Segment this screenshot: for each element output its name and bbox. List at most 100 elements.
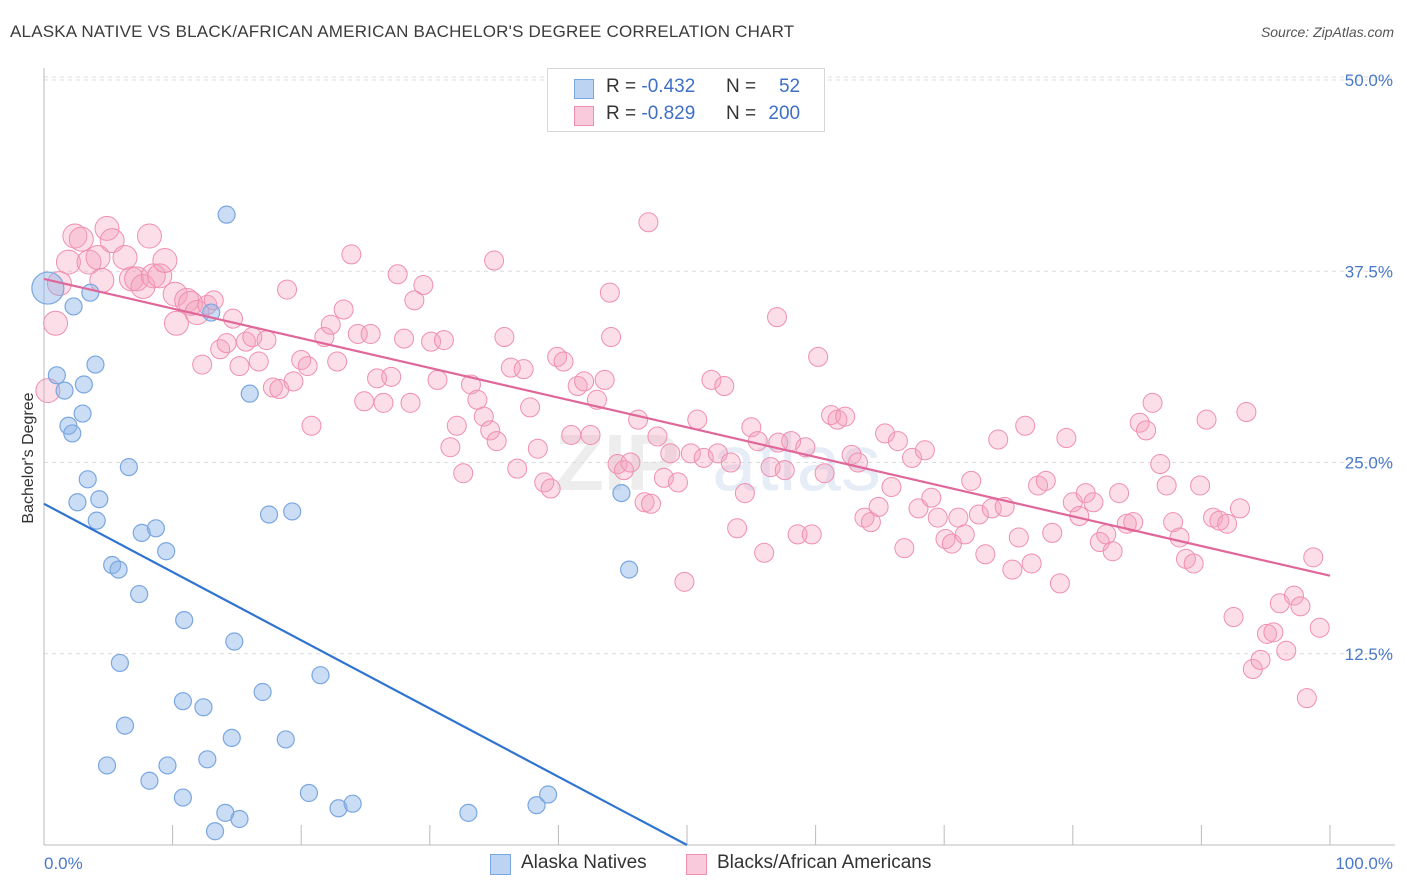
black-point	[634, 492, 655, 513]
black-point	[147, 263, 173, 289]
alaska-point	[194, 698, 213, 717]
black-point	[256, 330, 277, 351]
alaska-point	[109, 560, 128, 579]
black-point	[601, 327, 622, 348]
alaska-point	[222, 728, 241, 748]
black-point	[1309, 617, 1330, 638]
black-point	[628, 409, 649, 430]
black-trend-line	[43, 277, 1331, 577]
x-tick-label-max: 100.0%	[1335, 854, 1393, 873]
y-tick-label: 50.0%	[1345, 71, 1393, 90]
source-label: Source: ZipAtlas.com	[1260, 24, 1394, 40]
black-point	[1163, 512, 1184, 533]
legend-n-black: N = 200	[726, 103, 801, 124]
black-point	[927, 507, 948, 528]
black-point	[1136, 420, 1157, 441]
alaska-trend-line	[43, 502, 688, 846]
black-point	[136, 223, 162, 249]
black-point	[1283, 585, 1304, 606]
black-point	[1042, 522, 1063, 543]
black-point	[520, 397, 541, 418]
black-point	[574, 371, 595, 392]
black-point	[921, 487, 942, 508]
black-point	[808, 346, 829, 367]
black-point	[360, 323, 381, 344]
black-point	[902, 447, 923, 468]
black-point	[1250, 649, 1271, 670]
black-point	[394, 328, 415, 349]
alaska-point	[459, 803, 478, 822]
black-point	[1035, 470, 1056, 491]
axes	[43, 68, 1395, 846]
legend-black-label: Blacks/African Americans	[717, 852, 932, 873]
alaska-point	[74, 375, 93, 394]
alaska-point	[205, 822, 225, 841]
black-point	[427, 369, 448, 390]
black-point	[1256, 623, 1277, 644]
black-point	[55, 249, 81, 275]
black-point	[354, 391, 375, 412]
black-point	[99, 228, 125, 254]
black-point	[500, 357, 521, 378]
black-point	[1183, 553, 1204, 574]
legend-alaska-swatch	[490, 854, 511, 875]
black-point	[954, 524, 975, 545]
black-point	[1015, 415, 1036, 436]
black-point	[1150, 454, 1171, 475]
black-point	[553, 351, 574, 372]
black-point	[814, 463, 835, 484]
black-point	[787, 524, 808, 545]
black-point	[1209, 510, 1230, 531]
tick-labels: 12.5% 25.0% 37.5% 50.0% 0.0% 100.0%	[44, 71, 1393, 873]
alaska-point	[86, 355, 105, 374]
alaska-point	[73, 404, 92, 423]
alaska-point	[68, 493, 87, 512]
black-point	[1096, 524, 1117, 545]
black-point	[192, 354, 213, 375]
alaska-point	[157, 542, 176, 561]
y-tick-label: 12.5%	[1345, 645, 1393, 664]
black-point	[881, 476, 902, 497]
alaska-point	[225, 632, 244, 651]
black-point	[446, 415, 467, 436]
alaska-point	[90, 490, 109, 509]
alaska-point	[343, 794, 362, 813]
black-point	[43, 310, 69, 336]
alaska-swatch	[574, 79, 594, 99]
legend-n-alaska: N = 52	[726, 76, 801, 97]
black-point	[988, 429, 1009, 450]
alaska-point	[110, 653, 129, 673]
black-point	[381, 366, 402, 387]
black-point	[152, 248, 178, 274]
black-point	[734, 483, 755, 504]
legend-r-black: R = -0.829	[606, 103, 696, 124]
black-point	[1303, 547, 1324, 568]
alaska-point	[119, 457, 138, 477]
black-point	[720, 452, 741, 473]
y-tick-label: 25.0%	[1345, 454, 1393, 473]
black-point	[1290, 596, 1311, 617]
black-point	[1190, 475, 1211, 496]
black-point	[404, 290, 425, 311]
black-point	[513, 359, 534, 380]
black-point	[301, 415, 322, 436]
black-point	[453, 463, 474, 484]
black-point	[112, 244, 138, 270]
black-point	[680, 443, 701, 464]
black-point	[1276, 640, 1297, 661]
black-point	[1008, 527, 1029, 548]
black-point	[1296, 688, 1317, 709]
black-point	[1142, 392, 1163, 413]
black-point	[561, 424, 582, 445]
alaska-point	[115, 716, 135, 735]
black-point	[291, 349, 312, 370]
black-point	[1236, 402, 1257, 423]
black-point	[908, 498, 929, 519]
black-point	[262, 377, 283, 398]
black-point	[887, 431, 908, 452]
black-point	[795, 437, 816, 458]
alaska-point	[97, 756, 117, 775]
black-point	[754, 542, 775, 563]
black-point	[320, 314, 341, 335]
